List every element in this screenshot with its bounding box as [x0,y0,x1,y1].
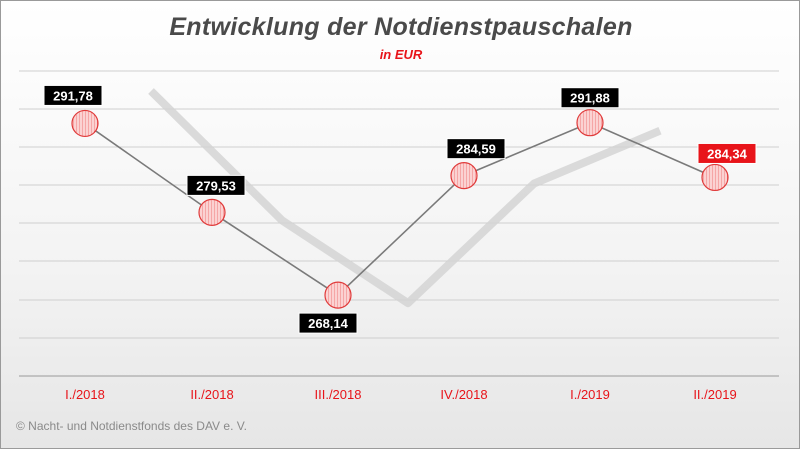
x-axis-labels: I./2018 II./2018 III./2018 IV./2018 I./2019 I… [65,387,737,402]
data-label: 291,88 [570,91,610,106]
gridlines [19,70,779,377]
data-label-box [697,142,757,164]
data-point [450,162,478,190]
data-label-box [446,138,506,160]
chart-subtitle: in EUR [379,47,423,62]
data-label-box [43,84,103,106]
data-label-box [560,87,620,109]
series-line [84,121,716,296]
data-label: 284,59 [456,142,496,157]
data-label-box [298,312,358,334]
data-label-box [186,174,246,196]
data-point [701,163,729,192]
data-point [576,109,604,137]
copyright-notice: © Nacht- und Notdienstfonds des DAV e. V… [16,419,247,433]
x-tick-label: I./2018 [65,387,105,402]
data-point [198,198,226,226]
x-tick-label: II./2019 [693,387,736,402]
data-markers [71,109,729,309]
data-point [324,281,352,309]
x-tick-label: III./2018 [315,387,362,402]
x-tick-label: II./2018 [190,387,233,402]
data-label: 291,78 [53,88,93,103]
x-tick-label: IV./2018 [440,387,487,402]
data-point [71,109,99,138]
x-tick-label: I./2019 [570,387,610,402]
data-label: 284,34 [707,146,748,161]
data-label: 268,14 [308,316,349,331]
data-label: 279,53 [196,178,236,193]
data-labels: 291,78 279,53 268,14 284,59 291,88 284,34 [43,84,757,334]
chart-title: Entwicklung der Notdienstpauschalen [169,13,633,41]
